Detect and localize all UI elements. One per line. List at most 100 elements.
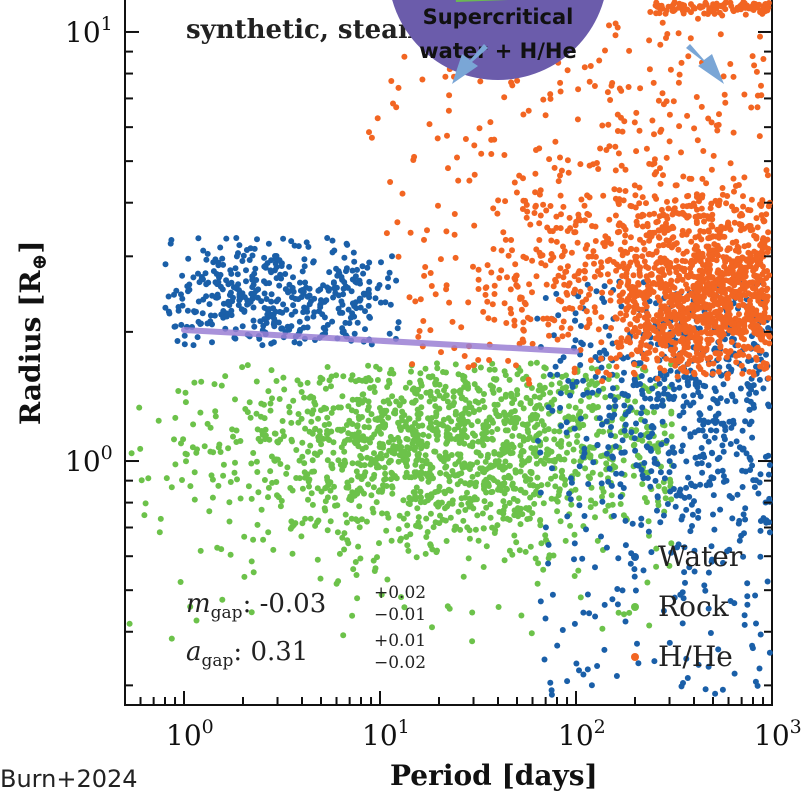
data-point-water bbox=[547, 679, 554, 686]
data-point-hhe bbox=[730, 271, 737, 278]
data-point-rock bbox=[572, 404, 579, 411]
data-point-water bbox=[661, 385, 668, 392]
data-point-rock bbox=[315, 517, 322, 524]
data-point-rock bbox=[413, 457, 420, 464]
data-point-rock bbox=[244, 362, 251, 369]
data-point-hhe bbox=[723, 354, 730, 361]
data-point-hhe bbox=[543, 281, 550, 288]
data-point-water bbox=[572, 310, 579, 317]
data-point-rock bbox=[168, 484, 175, 491]
data-point-hhe bbox=[615, 222, 622, 229]
supercritical-bubble: Supercritical water + H/He bbox=[392, 0, 724, 84]
data-point-rock bbox=[518, 612, 525, 619]
data-point-water bbox=[550, 332, 557, 339]
data-point-rock bbox=[445, 415, 452, 422]
data-point-hhe bbox=[637, 347, 644, 354]
data-point-hhe bbox=[434, 135, 441, 142]
data-point-water bbox=[360, 290, 367, 297]
data-point-water bbox=[681, 425, 688, 432]
data-point-water bbox=[584, 666, 591, 673]
data-point-hhe bbox=[511, 317, 518, 324]
data-point-rock bbox=[571, 531, 578, 538]
data-point-water bbox=[730, 417, 737, 424]
data-point-rock bbox=[404, 456, 411, 463]
data-point-hhe bbox=[619, 252, 626, 259]
data-point-hhe bbox=[596, 57, 603, 64]
data-point-rock bbox=[462, 480, 469, 487]
data-point-rock bbox=[322, 385, 329, 392]
data-point-hhe bbox=[546, 332, 552, 339]
data-point-hhe bbox=[387, 179, 394, 185]
data-point-water bbox=[223, 277, 230, 284]
data-point-rock bbox=[599, 625, 606, 632]
data-point-rock bbox=[317, 575, 324, 582]
data-point-water bbox=[209, 339, 215, 346]
data-point-rock bbox=[349, 460, 356, 467]
data-point-water bbox=[541, 656, 548, 663]
data-point-hhe bbox=[636, 127, 643, 134]
data-point-rock bbox=[189, 444, 196, 451]
data-point-rock bbox=[304, 379, 311, 386]
data-point-hhe bbox=[747, 253, 754, 260]
data-point-rock bbox=[589, 407, 596, 414]
data-point-water bbox=[666, 639, 673, 646]
data-point-rock bbox=[577, 594, 584, 601]
data-point-rock bbox=[254, 469, 261, 475]
data-point-rock bbox=[458, 495, 465, 502]
data-point-hhe bbox=[708, 336, 715, 343]
data-point-rock bbox=[331, 494, 338, 501]
data-point-rock bbox=[343, 519, 350, 526]
data-point-hhe bbox=[714, 350, 721, 357]
data-point-hhe bbox=[648, 271, 655, 277]
data-point-rock bbox=[217, 449, 224, 455]
data-point-hhe bbox=[741, 91, 748, 98]
data-point-hhe bbox=[678, 59, 685, 66]
data-point-water bbox=[576, 502, 583, 509]
data-point-rock bbox=[145, 475, 152, 482]
data-point-water bbox=[185, 255, 192, 262]
data-point-rock bbox=[272, 430, 279, 437]
data-point-water bbox=[343, 265, 350, 272]
data-point-hhe bbox=[654, 218, 661, 225]
data-point-rock bbox=[522, 548, 529, 555]
data-point-rock bbox=[534, 421, 541, 428]
data-point-hhe bbox=[529, 340, 536, 347]
data-point-hhe bbox=[741, 316, 748, 323]
data-point-hhe bbox=[471, 222, 478, 229]
data-point-water bbox=[557, 357, 564, 364]
data-point-hhe bbox=[658, 206, 665, 213]
data-point-hhe bbox=[475, 266, 482, 273]
data-point-water bbox=[705, 438, 712, 445]
data-point-water bbox=[563, 419, 570, 426]
data-point-rock bbox=[364, 436, 371, 443]
data-point-water bbox=[729, 393, 736, 400]
data-point-hhe bbox=[673, 257, 680, 264]
data-point-rock bbox=[234, 476, 240, 483]
data-point-hhe bbox=[688, 203, 695, 210]
data-point-water bbox=[270, 339, 277, 346]
data-point-hhe bbox=[458, 324, 465, 331]
data-point-rock bbox=[307, 515, 314, 522]
data-point-hhe bbox=[675, 79, 682, 86]
data-point-rock bbox=[651, 409, 657, 416]
data-point-water bbox=[601, 646, 608, 653]
data-point-hhe bbox=[547, 203, 554, 209]
data-point-water bbox=[580, 454, 587, 460]
data-point-rock bbox=[458, 501, 465, 508]
data-point-rock bbox=[502, 458, 509, 465]
data-point-hhe bbox=[511, 179, 518, 186]
data-point-hhe bbox=[631, 119, 638, 126]
data-point-water bbox=[254, 294, 261, 301]
data-point-water bbox=[612, 403, 619, 410]
data-point-hhe bbox=[665, 337, 672, 344]
data-point-rock bbox=[602, 394, 609, 401]
data-point-rock bbox=[446, 500, 453, 507]
data-point-rock bbox=[330, 449, 337, 456]
data-point-rock bbox=[405, 547, 412, 554]
data-point-water bbox=[162, 261, 169, 268]
data-point-rock bbox=[331, 483, 337, 490]
data-point-hhe bbox=[612, 32, 619, 39]
data-point-hhe bbox=[664, 263, 671, 270]
x-axis-title: Period [days] bbox=[390, 759, 598, 792]
